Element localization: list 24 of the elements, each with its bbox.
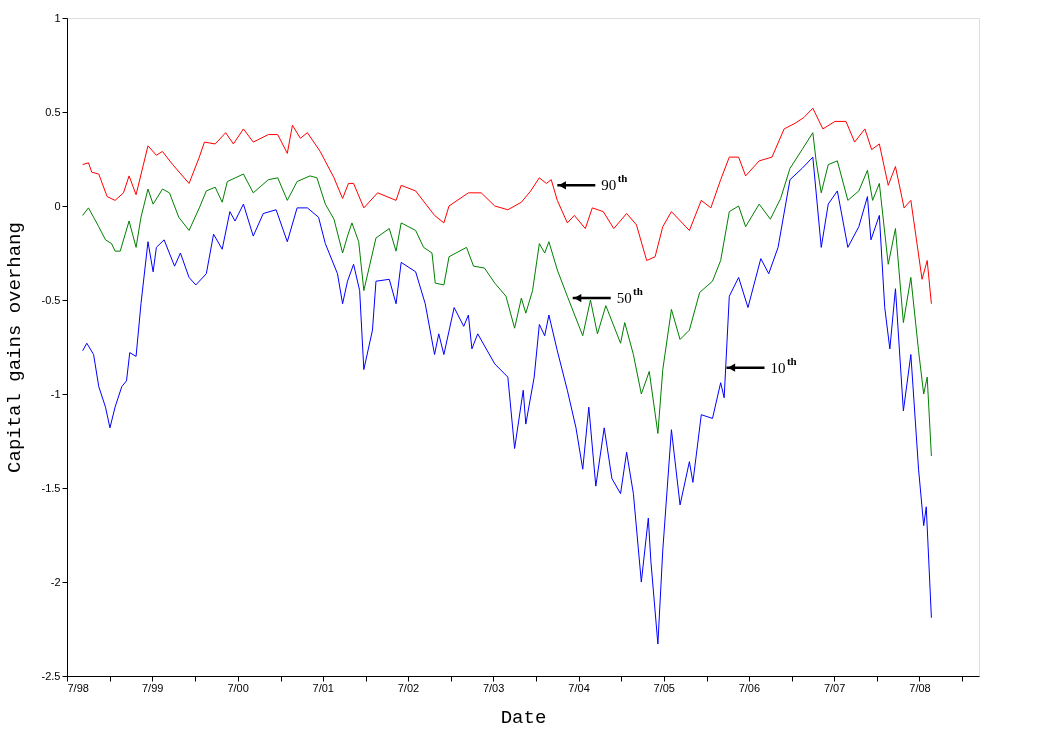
y-tick-label: 1 <box>54 11 61 24</box>
line-series <box>82 107 932 305</box>
line-series <box>82 156 932 645</box>
y-tick-label: 0.5 <box>45 105 61 118</box>
y-axis-title: Capital gains overhang <box>3 222 26 473</box>
x-tick-label: 7/98 <box>67 681 89 694</box>
x-tick-label: 7/06 <box>738 681 761 694</box>
y-tick-label: 0 <box>54 199 61 212</box>
x-tick-label: 7/03 <box>482 681 505 694</box>
x-tick-label: 7/05 <box>653 681 675 694</box>
x-tick-label: 7/99 <box>141 681 164 694</box>
x-tick-label: 7/01 <box>312 681 334 694</box>
y-tick-label: -2 <box>50 575 61 588</box>
y-tick-label: -1 <box>50 387 61 400</box>
x-tick-label: 7/04 <box>568 681 590 694</box>
x-tick-label: 7/00 <box>227 681 249 694</box>
x-tick-label: 7/08 <box>909 681 931 694</box>
x-axis-title: Date <box>500 706 547 729</box>
y-tick-label: -0.5 <box>41 293 61 306</box>
y-tick-label: -1.5 <box>41 481 61 494</box>
x-tick-label: 7/07 <box>823 681 846 694</box>
x-tick-label: 7/02 <box>397 681 420 694</box>
line-series <box>82 132 932 457</box>
y-tick-label: -2.5 <box>41 669 61 682</box>
